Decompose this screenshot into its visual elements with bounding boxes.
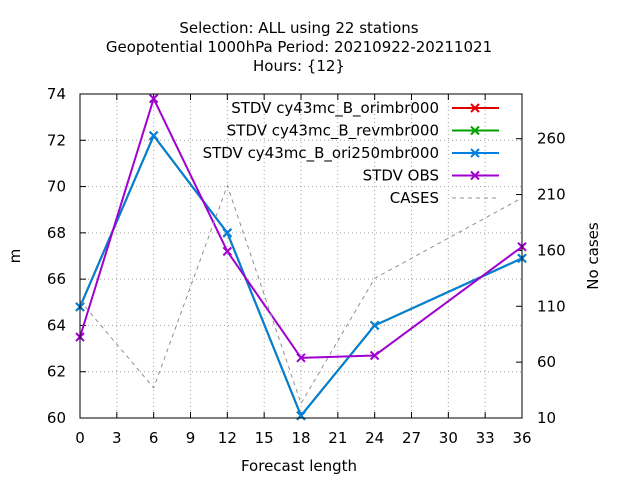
y2-tick-label: 60: [537, 353, 556, 371]
y-axis-label: m: [6, 249, 24, 264]
legend-label: STDV cy43mc_B_revmbr000: [227, 122, 439, 141]
data-point: [148, 130, 159, 141]
legend: STDV cy43mc_B_orimbr000 STDV cy43mc_B_rev…: [203, 99, 499, 207]
legend-entry: STDV cy43mc_B_ori250mbr000: [203, 144, 499, 163]
data-point: [470, 103, 480, 113]
title-line-2: Geopotential 1000hPa Period: 20210922-20…: [106, 38, 492, 56]
data-point: [470, 170, 480, 181]
legend-entry: STDV OBS: [363, 167, 499, 185]
data-point: [296, 353, 306, 363]
y-tick-label: 64: [47, 316, 66, 334]
x-tick-label: 24: [365, 429, 384, 447]
legend-entry: CASES: [390, 189, 499, 207]
data-point: [222, 246, 233, 257]
x-tick-label: 3: [112, 429, 122, 447]
x-tick-label: 18: [291, 429, 310, 447]
plot-frame: [79, 93, 523, 419]
series-3: [75, 93, 527, 363]
chart-title: Selection: ALL using 22 stations Geopote…: [106, 19, 492, 75]
x-tick-label: 36: [512, 429, 531, 447]
legend-entry: STDV cy43mc_B_revmbr000: [227, 122, 499, 141]
legend-label: CASES: [390, 189, 439, 207]
y-tick-label: 66: [47, 270, 66, 288]
legend-label: STDV cy43mc_B_ori250mbr000: [203, 144, 439, 163]
y-tick-label: 62: [47, 363, 66, 381]
y2-tick-label: 260: [537, 130, 566, 148]
x-tick-label: 9: [186, 429, 196, 447]
data-point: [148, 93, 159, 104]
data-point: [470, 148, 480, 158]
x-tick-label: 33: [476, 429, 495, 447]
x-tick-label: 15: [255, 429, 274, 447]
y-tick-label: 72: [47, 131, 66, 149]
x-tick-label: 21: [328, 429, 347, 447]
title-line-3: Hours: {12}: [253, 57, 345, 75]
y-tick-label: 68: [47, 224, 66, 242]
series-lines: [75, 93, 527, 421]
x-axis-label: Forecast length: [241, 457, 357, 475]
series-line: [79, 134, 523, 417]
data-point: [222, 228, 233, 238]
y2-tick-label: 10: [537, 409, 556, 427]
y2-axis-label: No cases: [584, 222, 602, 290]
y-tick-label: 74: [47, 85, 66, 103]
data-point: [369, 320, 380, 331]
x-tick-label: 27: [402, 429, 421, 447]
y2-tick-label: 110: [537, 297, 566, 315]
y-tick-label: 70: [47, 178, 66, 196]
legend-label: STDV OBS: [363, 167, 439, 185]
x-tick-label: 30: [439, 429, 458, 447]
legend-label: STDV cy43mc_B_orimbr000: [231, 99, 439, 118]
series-2: [75, 130, 527, 421]
legend-entry: STDV cy43mc_B_orimbr000: [231, 99, 499, 118]
series-line: [79, 134, 523, 417]
x-tick-label: 0: [75, 429, 85, 447]
y2-tick-label: 210: [537, 186, 566, 204]
y-tick-label: 60: [47, 409, 66, 427]
grid: [80, 94, 522, 418]
title-line-1: Selection: ALL using 22 stations: [179, 19, 418, 37]
axis-ticks: 0 3 6 9 12 15 18 21 24 27 30 33 36606264666870727410…: [47, 85, 566, 447]
x-tick-label: 6: [149, 429, 159, 447]
data-point: [470, 125, 480, 136]
series-line: [79, 97, 523, 359]
data-point: [369, 350, 380, 361]
series-line: [79, 134, 523, 417]
y2-tick-label: 160: [537, 241, 566, 259]
x-tick-label: 12: [218, 429, 237, 447]
